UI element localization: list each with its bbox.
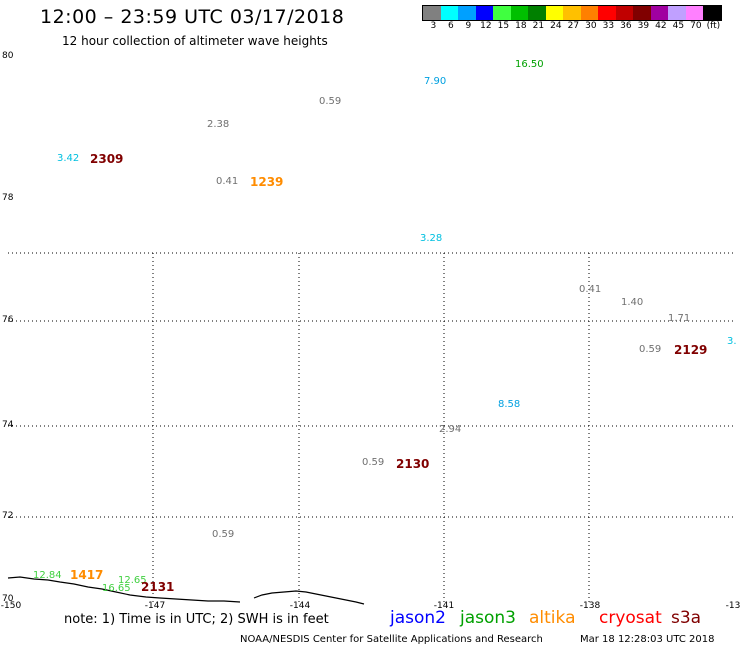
satellite-legend-jason2: jason2	[390, 608, 446, 628]
wave-height-label: 0.59	[639, 344, 662, 355]
wave-height-label: 0.41	[216, 176, 239, 187]
legend-label: 21	[532, 21, 545, 31]
legend-label: 6	[448, 21, 454, 31]
wave-height-label: 12.65	[118, 575, 147, 586]
wave-height-label: 3.28	[420, 233, 443, 244]
legend-label: 45	[672, 21, 685, 31]
wave-height-label: 16.50	[515, 59, 544, 70]
legend-label: 30	[585, 21, 597, 31]
legend-swatch	[510, 6, 528, 20]
pass-time-label: 1239	[250, 175, 284, 189]
satellite-legend-altika: altika	[529, 608, 576, 628]
color-legend-bar	[422, 5, 722, 21]
pass-time-label: 1417	[70, 568, 104, 582]
pass-time-label: 2130	[396, 457, 430, 471]
legend-label: 3	[430, 21, 437, 31]
wave-height-label: 0.41	[579, 284, 602, 295]
satellite-legend-cryosat: cryosat	[599, 608, 662, 628]
legend-label: 9	[465, 21, 472, 31]
map-title: 12:00 – 23:59 UTC 03/17/2018	[40, 6, 345, 28]
footer-note: note: 1) Time is in UTC; 2) SWH is in fe…	[64, 612, 329, 627]
legend-label: 12	[480, 21, 492, 31]
wave-height-label: 0.59	[319, 96, 342, 107]
latitude-tick-label: 72	[2, 511, 14, 521]
legend-swatch	[615, 6, 633, 20]
legend-label: 24	[550, 21, 562, 31]
legend-swatch	[650, 6, 668, 20]
latitude-tick-label: 74	[2, 420, 14, 430]
satellite-legend-s3a: s3a	[671, 608, 702, 628]
wave-height-label: 1.40	[621, 297, 644, 308]
wave-height-label: 3.	[727, 336, 737, 347]
pass-time-label: 2129	[674, 343, 708, 357]
legend-label: 36	[620, 21, 632, 31]
pass-time-label: 2309	[90, 152, 124, 166]
pass-time-label: 2131	[141, 580, 175, 594]
longitude-tick-label: -141	[433, 601, 455, 611]
legend-swatch	[423, 6, 441, 20]
latitude-tick-label: 76	[2, 315, 14, 325]
legend-label: 33	[602, 21, 615, 31]
legend-label: 39	[637, 21, 650, 31]
legend-swatch	[493, 6, 511, 20]
legend-swatch	[563, 6, 581, 20]
wave-height-label: 3.42	[57, 153, 80, 164]
coastline	[7, 576, 365, 605]
legend-label: 15	[497, 21, 510, 31]
longitude-tick-label: -150	[0, 601, 22, 611]
legend-swatch	[528, 6, 546, 20]
legend-swatch	[668, 6, 686, 20]
latitude-tick-label: 78	[2, 193, 14, 203]
wave-height-label: 7.90	[424, 76, 447, 87]
wave-height-label: 2.94	[439, 424, 462, 435]
legend-swatch	[440, 6, 458, 20]
legend-swatch	[598, 6, 616, 20]
legend-swatch	[580, 6, 598, 20]
legend-swatch	[703, 6, 721, 20]
longitude-tick-label: -13	[725, 601, 740, 611]
wave-height-label: 12.84	[33, 570, 62, 581]
longitude-tick-label: -144	[289, 601, 311, 611]
latitude-tick-label: 80	[2, 51, 14, 61]
credit-line: NOAA/NESDIS Center for Satellite Applica…	[240, 634, 543, 645]
legend-label: 18	[515, 21, 527, 31]
longitude-tick-label: -138	[579, 601, 601, 611]
legend-unit: (ft)	[706, 21, 721, 31]
legend-swatch	[685, 6, 703, 20]
longitude-tick-label: -147	[144, 601, 166, 611]
legend-swatch	[545, 6, 563, 20]
legend-label: 42	[655, 21, 667, 31]
wave-height-label: 0.59	[212, 529, 235, 540]
wave-height-label: 2.38	[207, 119, 230, 130]
legend-swatch	[475, 6, 493, 20]
latitude-tick-label: 70	[2, 594, 14, 604]
legend-label: 70	[690, 21, 702, 31]
wave-height-label: 0.59	[362, 457, 385, 468]
legend-swatch	[633, 6, 651, 20]
generated-timestamp: Mar 18 12:28:03 UTC 2018	[580, 634, 715, 645]
legend-swatch	[458, 6, 476, 20]
wave-height-label: 8.58	[498, 399, 521, 410]
wave-height-label: 16.65	[102, 583, 131, 594]
map-subtitle: 12 hour collection of altimeter wave hei…	[62, 34, 328, 48]
satellite-legend-jason3: jason3	[460, 608, 516, 628]
wave-height-label: 1.71	[668, 313, 691, 324]
legend-label: 27	[567, 21, 580, 31]
